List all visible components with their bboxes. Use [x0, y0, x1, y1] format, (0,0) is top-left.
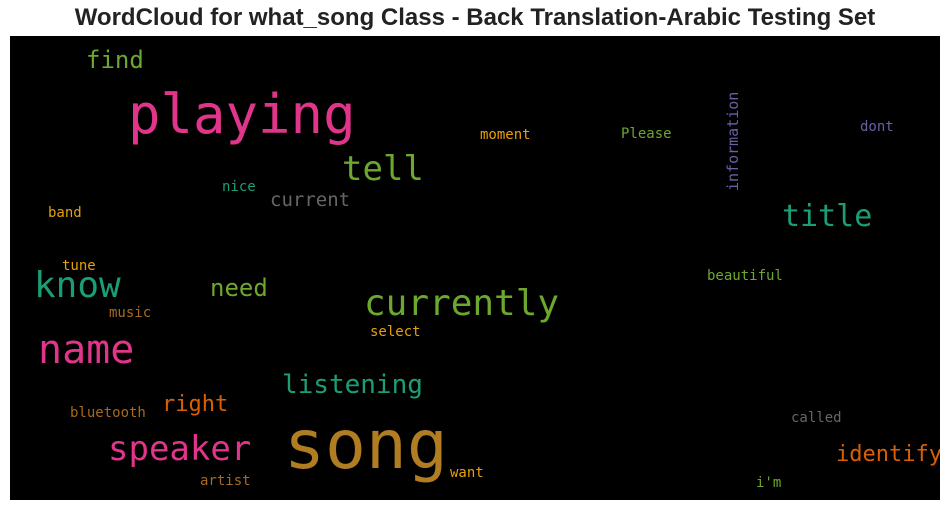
- word-title: title: [782, 199, 873, 234]
- word-beautiful: beautiful: [707, 268, 783, 284]
- word-called: called: [791, 410, 842, 426]
- word-listening: listening: [282, 370, 423, 400]
- word-tell: tell: [342, 149, 424, 189]
- word-artist: artist: [200, 473, 251, 489]
- word-please: Please: [621, 126, 672, 142]
- word-bluetooth: bluetooth: [70, 405, 146, 421]
- word-music: music: [109, 305, 152, 321]
- word-current: current: [270, 189, 351, 211]
- word-song: song: [284, 406, 448, 485]
- word-information: information: [724, 91, 742, 191]
- word-right: right: [162, 392, 229, 417]
- word-tune: tune: [62, 258, 96, 274]
- word-select: select: [370, 324, 421, 340]
- word-find: find: [86, 46, 144, 74]
- word-im: i'm: [756, 475, 782, 491]
- word-need: need: [210, 274, 268, 302]
- chart-title: WordCloud for what_song Class - Back Tra…: [74, 4, 876, 31]
- word-speaker: speaker: [108, 429, 252, 469]
- word-dont: dont: [860, 119, 894, 135]
- word-identify: identify: [836, 442, 940, 467]
- word-name: name: [38, 327, 135, 373]
- word-band: band: [48, 205, 82, 221]
- word-playing: playing: [128, 83, 356, 146]
- wordcloud-canvas: song playing currently name know speaker…: [10, 36, 940, 500]
- word-want: want: [450, 465, 484, 481]
- word-nice: nice: [222, 179, 256, 195]
- word-currently: currently: [364, 283, 560, 324]
- word-moment: moment: [480, 127, 531, 143]
- word-know: know: [34, 265, 121, 306]
